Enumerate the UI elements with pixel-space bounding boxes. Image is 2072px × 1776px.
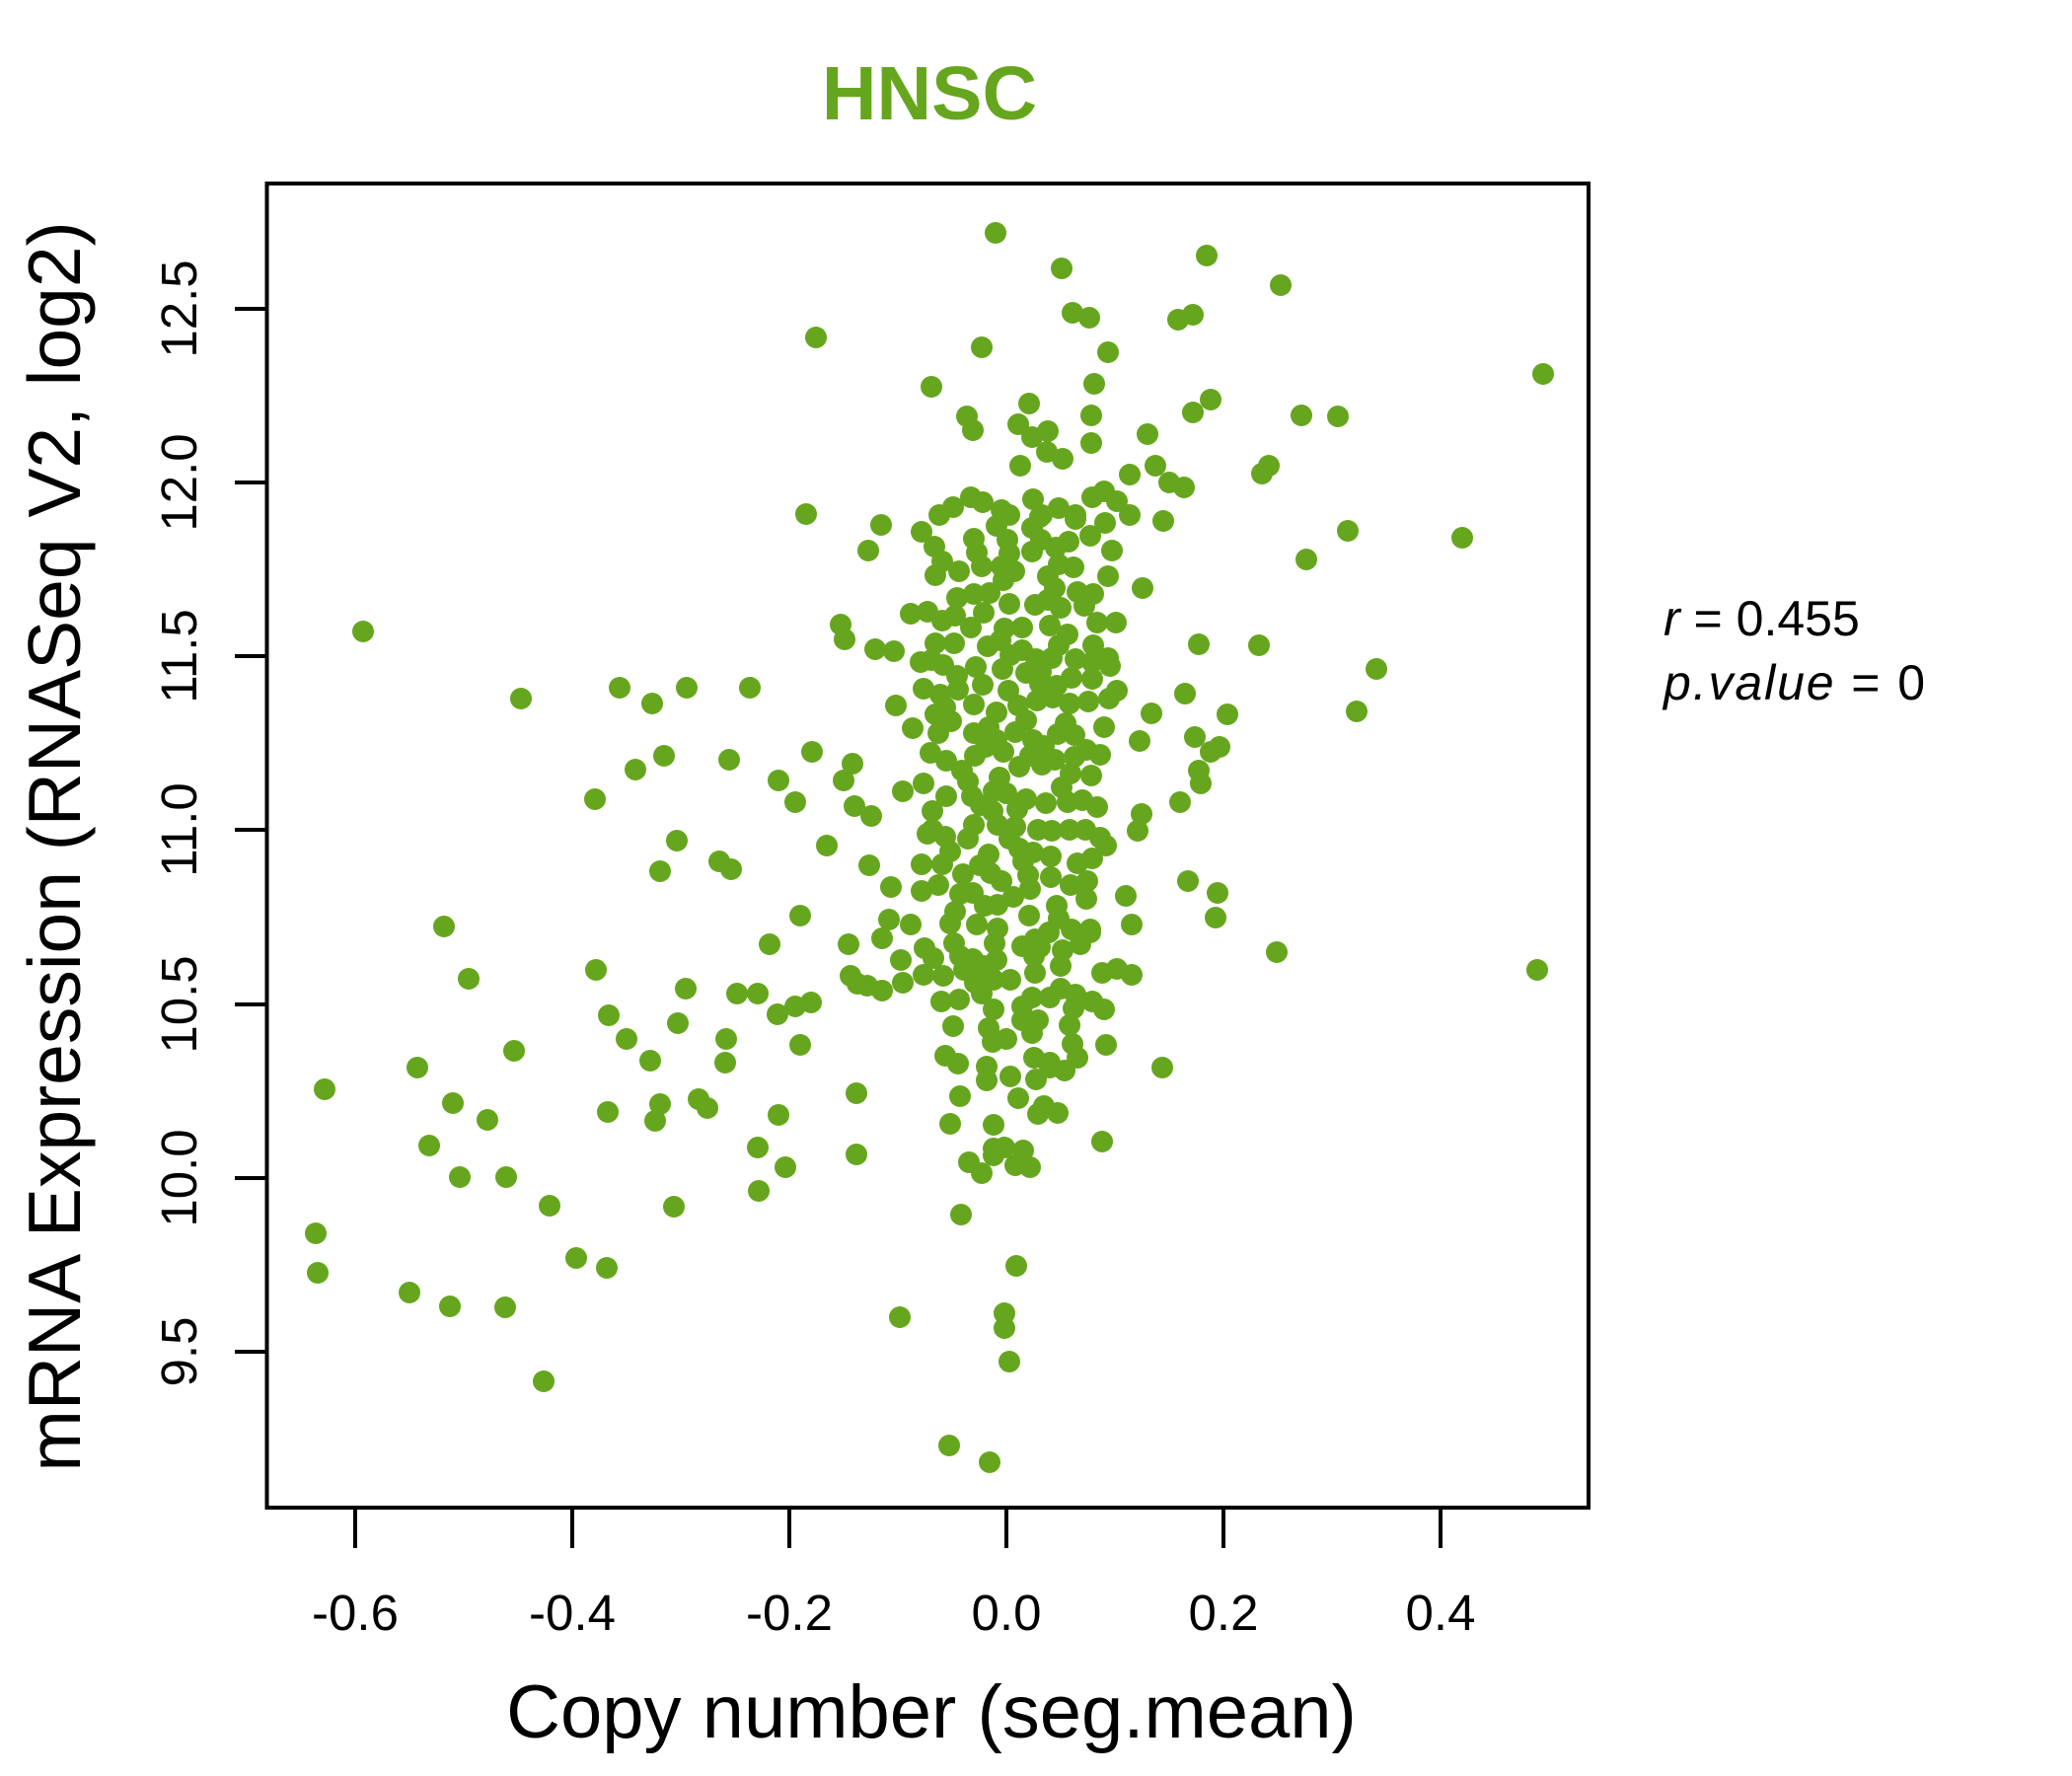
svg-text:p.value = 0: p.value = 0	[1662, 655, 1925, 710]
svg-text:0.2: 0.2	[1189, 1585, 1259, 1641]
svg-text:r = 0.455: r = 0.455	[1664, 591, 1860, 646]
svg-text:9.5: 9.5	[151, 1317, 207, 1387]
svg-text:12.0: 12.0	[151, 433, 207, 531]
svg-text:-0.4: -0.4	[529, 1585, 616, 1641]
svg-text:11.5: 11.5	[151, 609, 207, 703]
svg-text:HNSC: HNSC	[822, 51, 1037, 136]
svg-text:0.4: 0.4	[1406, 1585, 1476, 1641]
svg-text:10.5: 10.5	[151, 955, 207, 1053]
svg-text:mRNA Expression (RNASeq V2, lo: mRNA Expression (RNASeq V2, log2)	[13, 221, 96, 1471]
svg-text:-0.2: -0.2	[746, 1585, 833, 1641]
svg-text:-0.6: -0.6	[312, 1585, 399, 1641]
svg-text:Copy number (seg.mean): Copy number (seg.mean)	[506, 1670, 1357, 1754]
svg-text:11.0: 11.0	[151, 782, 207, 876]
svg-text:0.0: 0.0	[972, 1585, 1042, 1641]
svg-text:10.0: 10.0	[151, 1129, 207, 1226]
svg-text:12.5: 12.5	[151, 259, 207, 357]
